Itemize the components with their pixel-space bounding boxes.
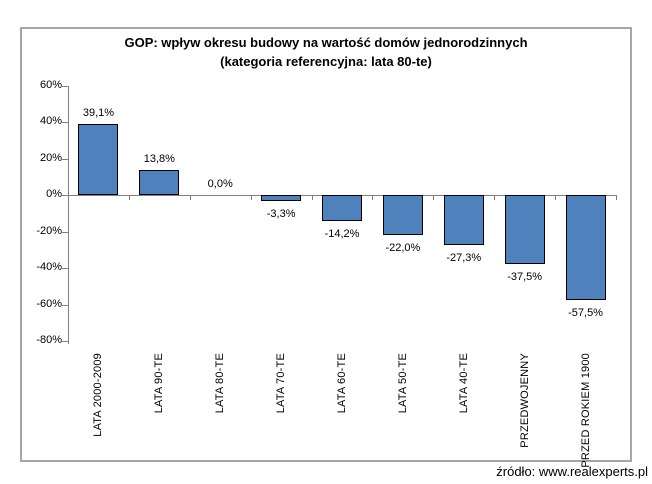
- y-axis-tick-label: -80%: [36, 334, 62, 346]
- x-axis-category-label: LATA 70-TE: [275, 353, 288, 414]
- bar-value-label: -3,3%: [266, 208, 296, 221]
- y-axis-tick-label: -20%: [36, 224, 62, 237]
- x-axis-category-label: LATA 2000-2009: [92, 353, 105, 437]
- y-axis-tick: [62, 304, 68, 306]
- y-axis-tick-label: 40%: [39, 115, 62, 128]
- y-axis-tick: [62, 158, 68, 160]
- plot-area: 60% 40% 20% 0% -20% -40% -60% -80% 39,1% LATA 200…: [22, 29, 630, 468]
- chart-frame: GOP: wpływ okresu budowy na wartość domó…: [20, 27, 632, 468]
- y-axis-tick-label: -60%: [36, 297, 62, 310]
- chart-title-line2: (kategoria referencyjna: lata 80-te): [220, 54, 432, 69]
- x-axis-category-label: LATA 60-TE: [336, 353, 348, 414]
- chart-title: GOP: wpływ okresu budowy na wartość domó…: [22, 33, 630, 71]
- x-axis-category-label: PRZED ROKIEM 1900: [579, 353, 592, 468]
- bar-value-label: 39,1%: [82, 107, 115, 120]
- y-axis-tick-label: 60%: [39, 79, 62, 91]
- x-axis-category-label: LATA 90-TE: [153, 353, 166, 414]
- y-axis-tick: [62, 122, 68, 124]
- bar: [261, 195, 302, 202]
- x-axis-tick: [250, 195, 252, 201]
- source-caption: źródło: www.realexperts.pl: [496, 464, 648, 479]
- bar: [443, 195, 484, 245]
- y-axis-line: [68, 86, 69, 344]
- chart-title-line1: GOP: wpływ okresu budowy na wartość domó…: [124, 35, 528, 50]
- x-axis-category-label: LATA 40-TE: [457, 353, 470, 414]
- x-axis-category-label: LATA 50-TE: [396, 353, 409, 414]
- x-axis-tick: [433, 195, 435, 201]
- x-axis-tick: [128, 195, 130, 201]
- x-axis-tick: [616, 195, 617, 201]
- bar: [78, 124, 119, 196]
- y-axis-tick-label: 20%: [39, 151, 62, 164]
- bar: [565, 195, 606, 300]
- x-axis-tick: [189, 195, 191, 201]
- bar-value-label: -22,0%: [385, 242, 421, 255]
- bar: [139, 170, 180, 196]
- y-axis-tick: [62, 86, 68, 87]
- bar-value-label: 0,0%: [207, 178, 233, 191]
- bar: [382, 195, 423, 236]
- bar-value-label: 13,8%: [143, 153, 175, 166]
- x-axis-tick: [311, 195, 313, 201]
- x-axis-tick: [372, 195, 374, 201]
- x-axis-tick: [68, 195, 69, 201]
- y-axis-tick: [62, 341, 68, 342]
- y-axis-tick: [62, 268, 68, 270]
- bar-value-label: -37,5%: [507, 270, 543, 283]
- x-axis-category-label: PRZEDWOJENNY: [518, 353, 531, 448]
- y-axis-tick: [62, 231, 68, 233]
- x-axis-tick: [494, 195, 496, 201]
- x-axis-category-label: LATA 80-TE: [214, 353, 227, 414]
- y-axis-tick-label: 0%: [46, 188, 62, 201]
- bar: [322, 195, 362, 222]
- bar-value-label: -14,2%: [324, 228, 360, 241]
- bar-value-label: -27,3%: [446, 252, 482, 264]
- x-axis-tick: [555, 195, 557, 201]
- y-axis-tick-label: -40%: [36, 261, 62, 274]
- bar-value-label: -57,5%: [568, 307, 603, 320]
- y-axis-tick: [62, 195, 68, 197]
- bar: [504, 195, 545, 264]
